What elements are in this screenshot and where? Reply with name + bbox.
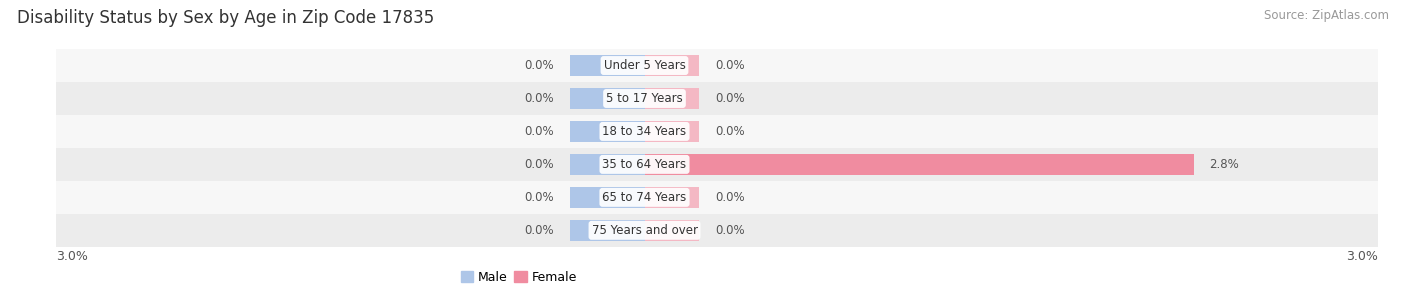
Text: 75 Years and over: 75 Years and over [592, 224, 697, 237]
Bar [56, 115, 1378, 148]
Text: 0.0%: 0.0% [524, 158, 554, 171]
Legend: Male, Female: Male, Female [456, 266, 582, 289]
Bar [644, 154, 1194, 175]
Text: Source: ZipAtlas.com: Source: ZipAtlas.com [1264, 9, 1389, 22]
Text: 35 to 64 Years: 35 to 64 Years [602, 158, 686, 171]
Text: Under 5 Years: Under 5 Years [603, 59, 686, 72]
Bar [56, 49, 1378, 82]
Bar [56, 82, 1378, 115]
Bar [56, 181, 1378, 214]
Text: 0.0%: 0.0% [716, 59, 745, 72]
Bar [56, 148, 1378, 181]
Text: 0.0%: 0.0% [524, 92, 554, 105]
Text: 0.0%: 0.0% [716, 92, 745, 105]
Text: Disability Status by Sex by Age in Zip Code 17835: Disability Status by Sex by Age in Zip C… [17, 9, 434, 27]
Bar [569, 220, 644, 241]
Bar [644, 121, 699, 142]
Text: 0.0%: 0.0% [524, 125, 554, 138]
Text: 0.0%: 0.0% [716, 125, 745, 138]
Bar [644, 55, 699, 76]
Text: 65 to 74 Years: 65 to 74 Years [602, 191, 686, 204]
Bar [644, 88, 699, 109]
Text: 18 to 34 Years: 18 to 34 Years [602, 125, 686, 138]
Text: 5 to 17 Years: 5 to 17 Years [606, 92, 683, 105]
Bar [56, 214, 1378, 247]
Bar [644, 187, 699, 208]
Bar [644, 220, 699, 241]
Text: 0.0%: 0.0% [524, 59, 554, 72]
Bar [569, 55, 644, 76]
Text: 3.0%: 3.0% [56, 250, 89, 263]
Text: 0.0%: 0.0% [716, 191, 745, 204]
Bar [569, 121, 644, 142]
Text: 0.0%: 0.0% [524, 191, 554, 204]
Text: 3.0%: 3.0% [1346, 250, 1378, 263]
Text: 0.0%: 0.0% [716, 224, 745, 237]
Bar [569, 88, 644, 109]
Text: 0.0%: 0.0% [524, 224, 554, 237]
Text: 2.8%: 2.8% [1209, 158, 1239, 171]
Bar [569, 187, 644, 208]
Bar [569, 154, 644, 175]
